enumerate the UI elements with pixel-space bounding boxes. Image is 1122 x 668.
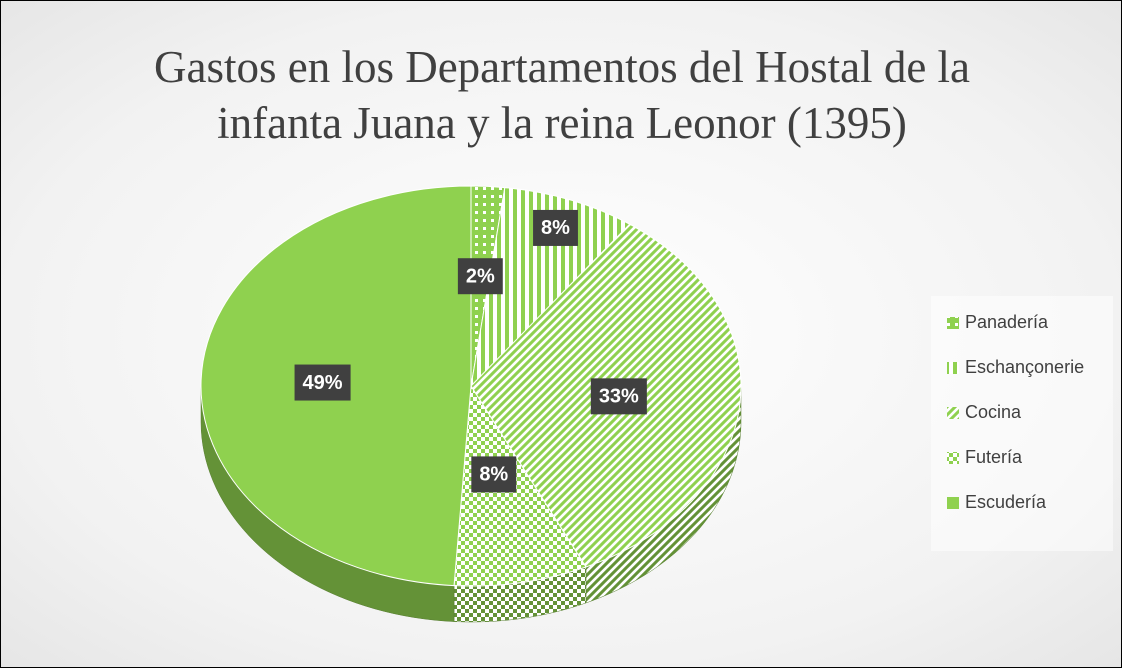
legend-swatch (947, 452, 959, 464)
legend-swatch (947, 497, 959, 509)
data-label: 33% (599, 386, 639, 408)
legend-box (931, 296, 1113, 551)
data-label-box (471, 456, 517, 493)
data-label-box (590, 378, 647, 415)
data-label: 8% (541, 217, 570, 239)
data-label-box (533, 209, 578, 246)
slice (470, 187, 631, 388)
legend-swatch (947, 317, 959, 329)
legend-label: Eschançonerie (965, 357, 1084, 377)
slice (453, 384, 587, 587)
data-label: 8% (479, 464, 508, 486)
data-label-box (294, 364, 351, 401)
chart-title: Gastos en los Departamentos del Hostal d… (153, 42, 971, 148)
data-label: 2% (466, 265, 495, 287)
legend-swatch (947, 407, 959, 419)
data-label-box (457, 258, 503, 295)
legend-swatch (947, 362, 959, 374)
legend-label: Panadería (965, 312, 1049, 332)
data-label: 49% (303, 372, 343, 394)
legend-label: Escudería (965, 492, 1047, 512)
legend-label: Cocina (965, 402, 1022, 422)
legend-label: Futería (965, 447, 1023, 467)
